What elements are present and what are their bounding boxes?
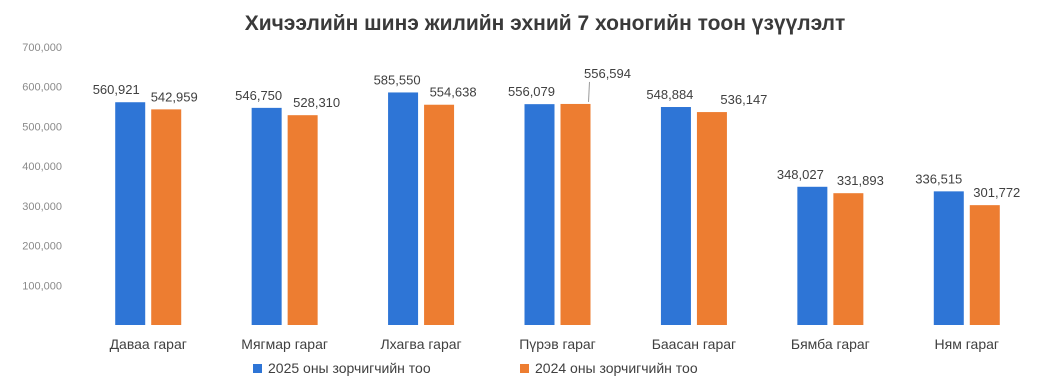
data-label: 556,594: [584, 66, 631, 81]
bar-2025-3: [524, 104, 555, 325]
data-label: 536,147: [720, 92, 767, 107]
y-tick-label: 100,000: [22, 280, 62, 292]
data-labels: 560,921 542,959 546,750 528,310 585,550 554,6…: [93, 66, 1021, 200]
data-label: 528,310: [293, 95, 340, 110]
legend-label: 2024 оны зорчигчийн тоо: [535, 360, 698, 376]
y-tick-label: 400,000: [22, 161, 62, 173]
bar-2024-0: [151, 109, 182, 326]
legend-label: 2025 оны зорчигчийн тоо: [268, 360, 431, 376]
data-label: 585,550: [374, 72, 421, 87]
data-label: 554,638: [430, 85, 477, 100]
data-label: 348,027: [777, 167, 824, 182]
data-label: 556,079: [508, 84, 555, 99]
x-tick-label: Даваа гараг: [110, 336, 187, 352]
bar-2025-0: [115, 102, 146, 326]
bar-2025-6: [933, 191, 964, 325]
leader-line: [588, 81, 590, 102]
chart-title: Хичээлийн шинэ жилийн эхний 7 хоногийн т…: [245, 12, 846, 35]
y-tick-label: 700,000: [22, 42, 62, 54]
bar-2024-4: [696, 112, 727, 325]
data-label: 548,884: [646, 87, 693, 102]
x-tick-label: Бямба гараг: [791, 336, 870, 352]
y-tick-label: 200,000: [22, 241, 62, 253]
data-label: 336,515: [915, 171, 962, 186]
bar-2024-6: [969, 205, 1000, 325]
legend-swatch-2025: [253, 364, 262, 373]
bar-2025-5: [797, 186, 828, 325]
y-axis: 100,000 200,000 300,000 400,000 500,000 600,0…: [22, 42, 62, 292]
y-tick-label: 500,000: [22, 121, 62, 133]
y-tick-label: 300,000: [22, 201, 62, 213]
x-axis: Даваа гараг Мягмар гараг Лхагва гараг Пүрэв…: [110, 336, 999, 352]
x-tick-label: Баасан гараг: [652, 336, 736, 352]
bar-2024-1: [287, 115, 318, 325]
bar-2024-2: [424, 104, 455, 325]
data-label: 331,893: [837, 173, 884, 188]
data-label: 301,772: [973, 185, 1020, 200]
x-tick-label: Ням гараг: [935, 336, 999, 352]
bar-2025-4: [660, 107, 691, 325]
data-label: 560,921: [93, 82, 140, 97]
x-tick-label: Лхагва гараг: [380, 336, 461, 352]
bar-2025-2: [388, 92, 419, 325]
x-tick-label: Мягмар гараг: [241, 336, 328, 352]
x-tick-label: Пүрэв гараг: [519, 336, 596, 352]
y-tick-label: 600,000: [22, 82, 62, 94]
legend-swatch-2024: [520, 364, 529, 373]
bar-2024-3: [560, 103, 591, 325]
data-label: 542,959: [151, 89, 198, 104]
data-label: 546,750: [235, 88, 282, 103]
bar-2024-5: [833, 193, 864, 325]
legend: 2025 оны зорчигчийн тоо 2024 оны зорчигчи…: [253, 360, 698, 376]
bars: [115, 92, 1000, 326]
bar-2025-1: [251, 107, 282, 325]
